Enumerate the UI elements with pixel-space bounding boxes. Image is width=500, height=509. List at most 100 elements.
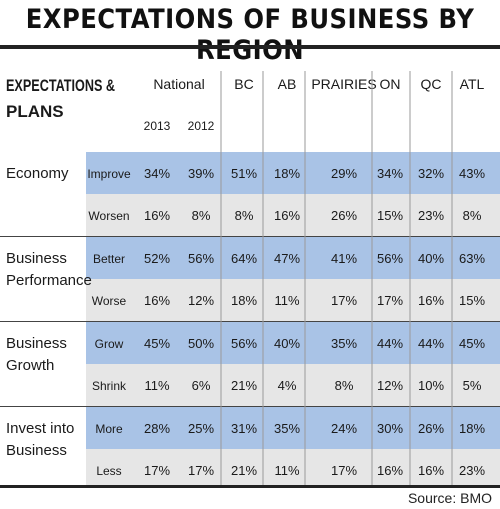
table-cell: 8% <box>335 378 354 393</box>
table-cell: 16% <box>274 208 300 223</box>
table-cell: 29% <box>331 166 357 181</box>
table-cell: 15% <box>459 293 485 308</box>
table-cell: 56% <box>231 336 257 351</box>
row-band <box>86 237 500 279</box>
table-cell: 4% <box>278 378 297 393</box>
row-label: Worse <box>92 294 127 308</box>
table-cell: 26% <box>418 421 444 436</box>
header-region-ab: AB <box>278 76 297 92</box>
header-region-qc: QC <box>421 76 442 92</box>
table-cell: 56% <box>377 251 403 266</box>
table-cell: 39% <box>188 166 214 181</box>
table-cell: 8% <box>463 208 482 223</box>
table-cell: 12% <box>377 378 403 393</box>
group-label: Growth <box>6 357 54 374</box>
table-cell: 34% <box>144 166 170 181</box>
table-cell: 35% <box>331 336 357 351</box>
chart-title: EXPECTATIONS OF BUSINESS BY REGION <box>25 4 475 66</box>
header-first-col-line2: PLANS <box>6 102 64 121</box>
table-cell: 15% <box>377 208 403 223</box>
table-cell: 23% <box>418 208 444 223</box>
header-region-prairies: PRAIRIES <box>311 76 376 92</box>
header-national: National <box>153 76 204 92</box>
table-cell: 64% <box>231 251 257 266</box>
group-label: Invest into <box>6 420 74 437</box>
table-cell: 43% <box>459 166 485 181</box>
header-region-bc: BC <box>234 76 253 92</box>
row-band <box>86 194 500 236</box>
table-cell: 17% <box>331 293 357 308</box>
table-cell: 50% <box>188 336 214 351</box>
table-cell: 40% <box>418 251 444 266</box>
table-cell: 52% <box>144 251 170 266</box>
table-cell: 44% <box>377 336 403 351</box>
row-band <box>86 449 500 485</box>
table-cell: 51% <box>231 166 257 181</box>
table-cell: 45% <box>459 336 485 351</box>
table-cell: 63% <box>459 251 485 266</box>
table-cell: 17% <box>188 463 214 478</box>
table-cell: 16% <box>144 208 170 223</box>
table-cell: 28% <box>144 421 170 436</box>
group-label: Business <box>6 250 67 267</box>
table-cell: 11% <box>274 293 299 308</box>
table-cell: 11% <box>144 378 169 393</box>
table-cell: 17% <box>144 463 170 478</box>
data-table: EXPECTATIONS & PLANS National 2013 2012 BC AB P… <box>0 71 500 485</box>
table-cell: 35% <box>274 421 300 436</box>
table-cell: 34% <box>377 166 403 181</box>
row-band <box>86 279 500 321</box>
group-label: Economy <box>6 165 69 182</box>
table-cell: 18% <box>459 421 485 436</box>
table-cell: 18% <box>231 293 257 308</box>
table-cell: 16% <box>144 293 170 308</box>
header-first-col-line1: EXPECTATIONS & <box>6 76 115 95</box>
table-cell: 17% <box>331 463 357 478</box>
source-note: Source: BMO <box>407 490 492 506</box>
table-cell: 6% <box>192 378 211 393</box>
group-label: Business <box>6 442 67 459</box>
table-cell: 21% <box>231 378 257 393</box>
table-cell: 10% <box>418 378 444 393</box>
title-rule <box>0 45 500 49</box>
group-label: Business <box>6 335 67 352</box>
header-region-on: ON <box>380 76 401 92</box>
row-band <box>86 152 500 194</box>
table-cell: 5% <box>463 378 482 393</box>
row-label: Better <box>93 252 125 266</box>
row-band <box>86 322 500 364</box>
table-cell: 44% <box>418 336 444 351</box>
table-cell: 32% <box>418 166 444 181</box>
group-label: Performance <box>6 272 92 289</box>
row-label: Improve <box>87 167 131 181</box>
table-cell: 24% <box>331 421 357 436</box>
table-cell: 40% <box>274 336 300 351</box>
table-cell: 30% <box>377 421 403 436</box>
table-cell: 56% <box>188 251 214 266</box>
table-cell: 47% <box>274 251 300 266</box>
table-cell: 11% <box>274 463 299 478</box>
table-cell: 45% <box>144 336 170 351</box>
header-region-atl: ATL <box>460 76 485 92</box>
table-cell: 21% <box>231 463 257 478</box>
table-cell: 18% <box>274 166 300 181</box>
table-cell: 8% <box>192 208 211 223</box>
row-label: Shrink <box>92 379 127 393</box>
table-cell: 31% <box>231 421 257 436</box>
row-band <box>86 364 500 406</box>
row-label: Grow <box>95 337 124 351</box>
bottom-rule <box>0 485 500 488</box>
table-cell: 25% <box>188 421 214 436</box>
row-label: Worsen <box>88 209 129 223</box>
table-cell: 8% <box>235 208 254 223</box>
table-cell: 12% <box>188 293 214 308</box>
header-year-2013: 2013 <box>144 119 171 133</box>
table-cell: 23% <box>459 463 485 478</box>
row-band <box>86 407 500 449</box>
header-year-2012: 2012 <box>188 119 215 133</box>
table-cell: 26% <box>331 208 357 223</box>
row-label: More <box>95 422 123 436</box>
table-cell: 16% <box>418 293 444 308</box>
table-cell: 16% <box>377 463 403 478</box>
